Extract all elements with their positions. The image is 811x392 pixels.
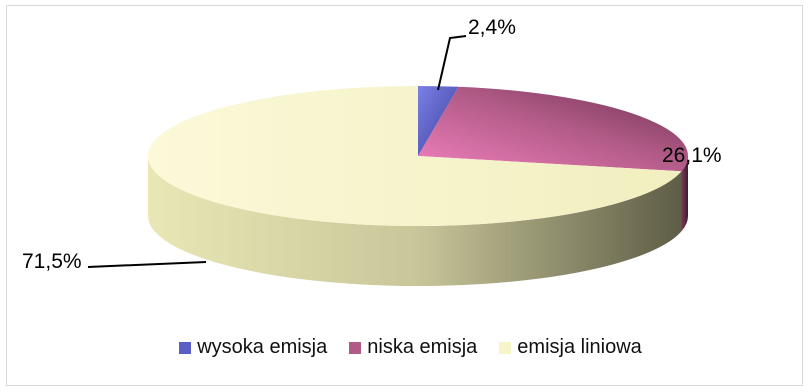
slice-wysoka-emisja: [418, 86, 459, 156]
legend-swatch: [349, 341, 362, 354]
slice-wysoka-emisja-data-label: 2,4%: [468, 16, 516, 39]
slice-emisja-liniowa-data-label: 71,5%: [22, 250, 82, 273]
slice-emisja-liniowa: [148, 86, 682, 227]
legend-item-wysoka-emisja: wysoka emisja: [179, 336, 327, 359]
legend-swatch: [499, 341, 512, 354]
slice-emisja-liniowa-leader-line: [87, 261, 207, 268]
legend-label: wysoka emisja: [197, 336, 328, 358]
slice-wysoka-emisja-leader-line: [437, 35, 467, 91]
legend-swatch: [179, 341, 192, 354]
legend-item-niska-emisja: niska emisja: [349, 336, 477, 359]
legend-item-emisja-liniowa: emisja liniowa: [499, 336, 642, 359]
legend-label: niska emisja: [367, 336, 478, 358]
slice-niska-emisja-side: [681, 156, 688, 232]
slice-niska-emisja-data-label: 26,1%: [662, 144, 722, 167]
slice-niska-emisja: [418, 86, 688, 172]
slice-emisja-liniowa-side: [148, 156, 682, 286]
legend: wysoka emisja niska emisja emisja liniowa: [0, 336, 811, 370]
legend-label: emisja liniowa: [517, 336, 642, 358]
